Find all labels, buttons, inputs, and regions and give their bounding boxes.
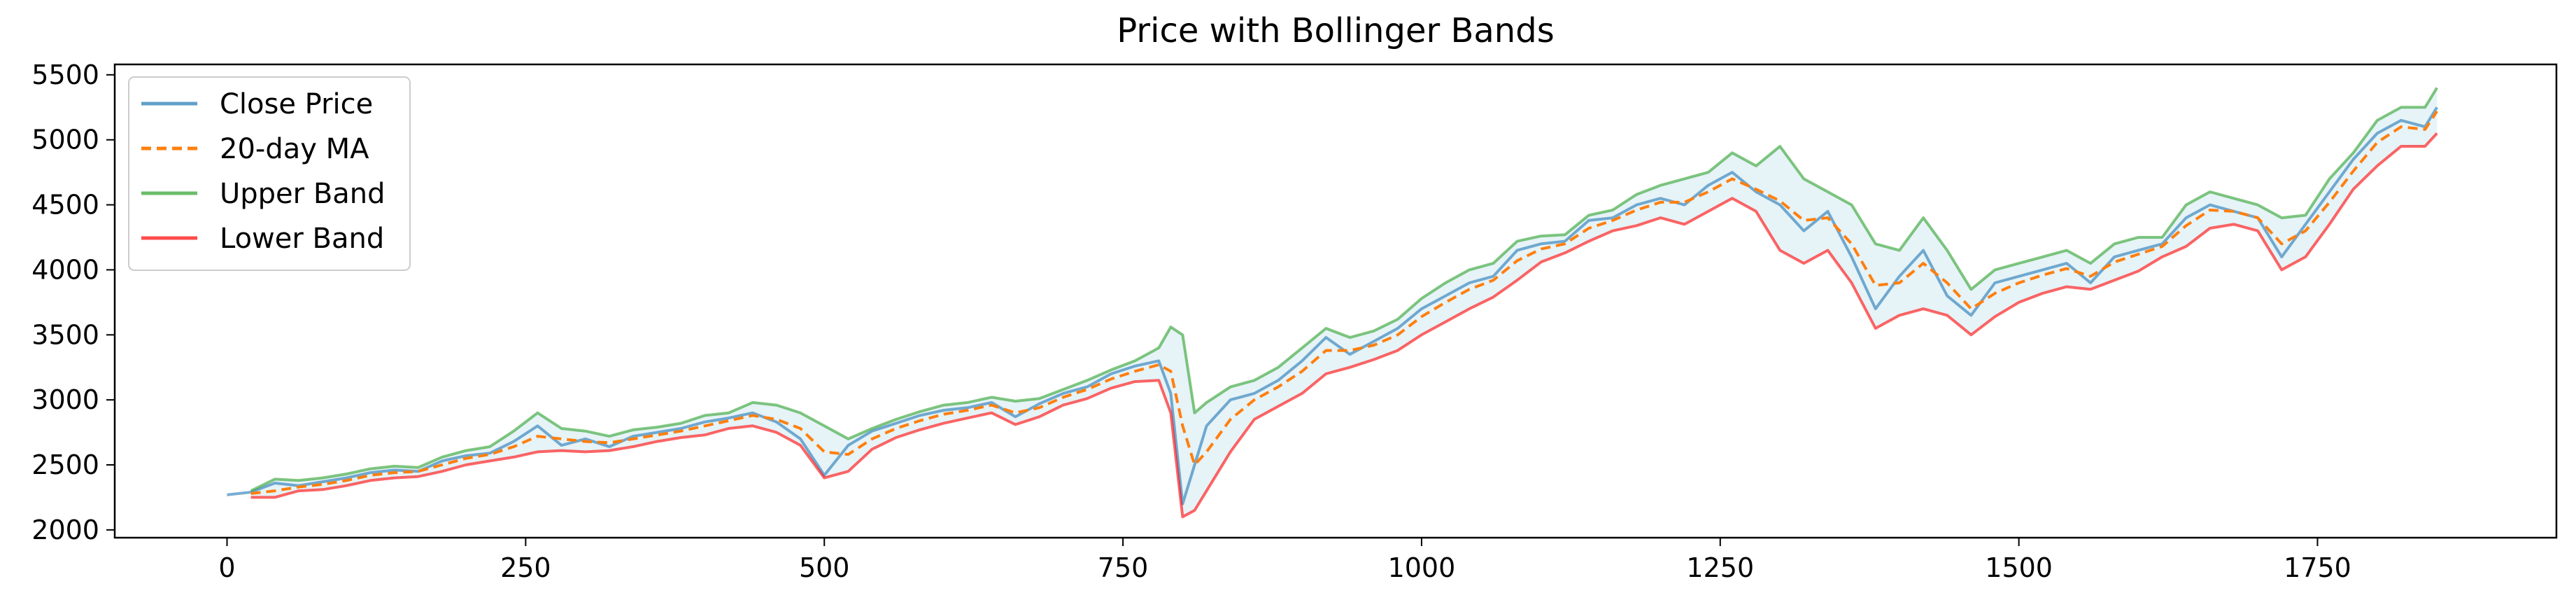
axis-ticks: 0 250 500 750 1000 1250 1500 1750 2000 2500 3000 35… — [31, 60, 2351, 583]
x-tick-label: 750 — [1098, 552, 1149, 583]
x-tick-label: 1750 — [2284, 552, 2351, 583]
axes-frame — [113, 63, 2558, 539]
x-tick-label: 250 — [500, 552, 551, 583]
plot-area — [227, 87, 2439, 519]
series-line-20-day-ma — [250, 110, 2438, 495]
y-tick-label: 3500 — [31, 319, 99, 350]
x-tick-label: 0 — [218, 552, 235, 583]
y-tick-label: 2000 — [31, 515, 99, 545]
band-fill — [250, 88, 2437, 517]
legend-label-close-price: Close Price — [220, 88, 373, 120]
y-tick-label: 2500 — [31, 449, 99, 480]
legend-frame — [128, 76, 411, 271]
series-line-close-price — [227, 106, 2439, 505]
y-tick-label: 5000 — [31, 125, 99, 155]
series-line-upper-band — [250, 87, 2439, 492]
x-tick-label: 500 — [799, 552, 850, 583]
y-tick-label: 4500 — [31, 190, 99, 221]
legend-label-lower-band: Lower Band — [220, 223, 384, 255]
chart-title: Price with Bollinger Bands — [1117, 11, 1554, 50]
x-tick-label: 1500 — [1985, 552, 2053, 583]
y-tick-label: 4000 — [31, 254, 99, 285]
legend-label-upper-band: Upper Band — [220, 178, 385, 210]
y-tick-label: 5500 — [31, 60, 99, 90]
x-tick-label: 1250 — [1686, 552, 1754, 583]
legend-label-20-day-ma: 20-day MA — [220, 133, 369, 165]
legend[interactable]: Close Price 20-day MA Upper Band Lower Band — [128, 76, 411, 271]
series-line-lower-band — [250, 132, 2438, 519]
x-tick-label: 1000 — [1388, 552, 1456, 583]
y-tick-label: 3000 — [31, 384, 99, 415]
